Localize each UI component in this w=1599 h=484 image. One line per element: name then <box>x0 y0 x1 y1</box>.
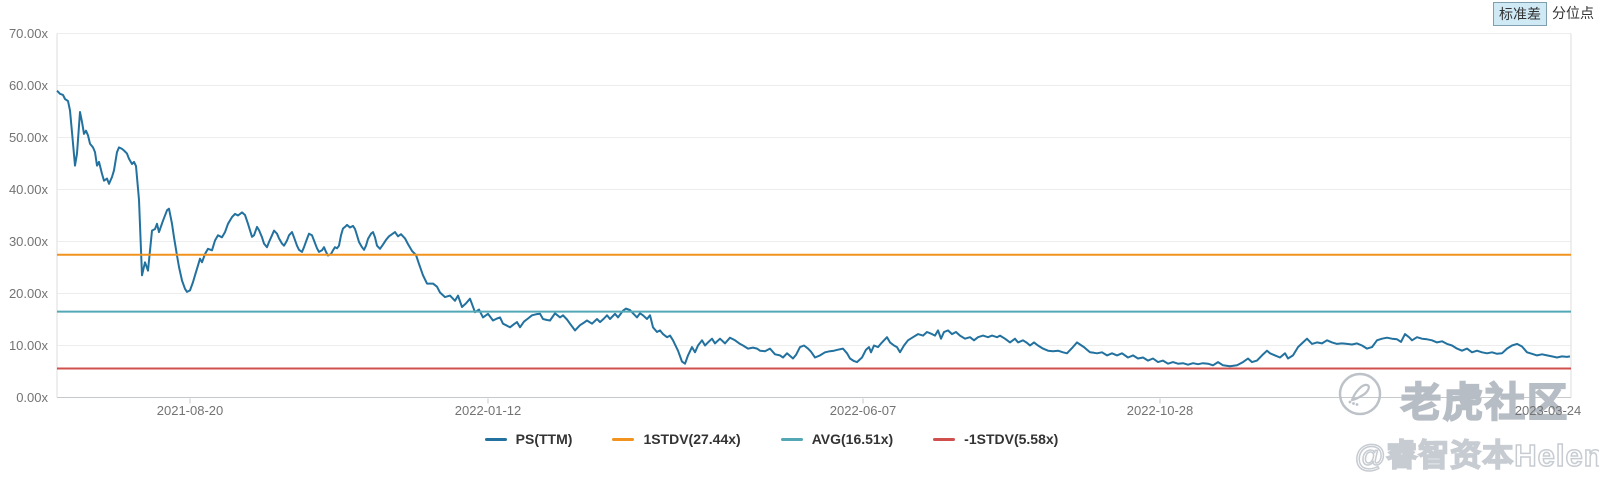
legend-marker-icon <box>780 437 803 441</box>
y-axis-label: 30.00x <box>8 233 48 249</box>
y-axis-label: 0.00x <box>16 389 48 405</box>
y-axis-label: 20.00x <box>8 285 48 301</box>
legend-item-ps-ttm-[interactable]: PS(TTM) <box>484 431 573 447</box>
legend-item--1stdv-5-58x-[interactable]: -1STDV(5.58x) <box>933 431 1058 447</box>
legend-label: -1STDV(5.58x) <box>964 431 1059 447</box>
y-axis-label: 50.00x <box>8 129 48 145</box>
y-axis-label: 70.00x <box>8 25 48 41</box>
x-axis-label: 2022-10-28 <box>1126 403 1194 418</box>
ps-ttm-line <box>56 90 1571 368</box>
chart-mode-tabs: 标准差 分位点 <box>1493 2 1599 26</box>
legend-label: 1STDV(27.44x) <box>643 431 741 447</box>
legend-label: AVG(16.51x) <box>811 431 894 447</box>
y-axis-label: 60.00x <box>8 77 48 93</box>
y-axis-label: 10.00x <box>8 337 48 353</box>
legend-item-1stdv-27-44x-[interactable]: 1STDV(27.44x) <box>612 431 741 447</box>
chart-legend: PS(TTM) 1STDV(27.44x) AVG(16.51x) -1STDV(5.… <box>0 431 1571 447</box>
x-axis-label: 2022-01-12 <box>454 403 522 418</box>
legend-marker-icon <box>933 437 956 441</box>
legend-marker-icon <box>484 437 507 441</box>
x-axis-label: 2021-08-20 <box>156 403 224 418</box>
tab-standard-deviation[interactable]: 标准差 <box>1493 2 1547 26</box>
y-axis-label: 40.00x <box>8 181 48 197</box>
legend-marker-icon <box>612 437 635 441</box>
x-axis-label: 2022-06-07 <box>829 403 897 418</box>
x-axis-label: 2023-03-24 <box>1514 403 1582 418</box>
tab-percentile[interactable]: 分位点 <box>1552 5 1594 21</box>
legend-item-avg-16-51x-[interactable]: AVG(16.51x) <box>780 431 894 447</box>
legend-label: PS(TTM) <box>515 431 573 447</box>
